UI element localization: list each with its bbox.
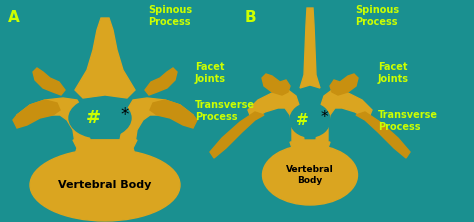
Polygon shape [210,112,264,158]
Polygon shape [248,90,372,143]
Text: Spinous
Process: Spinous Process [355,5,399,27]
Polygon shape [145,68,177,95]
Text: Transverse
Process: Transverse Process [195,100,255,122]
Polygon shape [73,140,137,155]
Ellipse shape [69,98,131,138]
Polygon shape [13,100,60,128]
Text: Transverse
Process: Transverse Process [378,110,438,132]
Text: *: * [121,106,129,124]
Polygon shape [262,74,290,95]
Text: Vertebral
Body: Vertebral Body [286,165,334,185]
Polygon shape [17,98,193,143]
Text: #: # [85,109,100,127]
Polygon shape [300,8,320,88]
Text: B: B [245,10,256,25]
Text: Vertebral Body: Vertebral Body [58,180,152,190]
Polygon shape [356,112,410,158]
Text: #: # [296,113,309,127]
Polygon shape [330,74,358,95]
Ellipse shape [263,145,357,205]
Polygon shape [33,68,65,95]
Ellipse shape [290,103,330,137]
Text: Spinous
Process: Spinous Process [148,5,192,27]
Polygon shape [75,18,135,98]
Text: Facet
Joints: Facet Joints [195,62,226,84]
Text: A: A [8,10,20,25]
Polygon shape [150,100,197,128]
Text: *: * [320,109,328,125]
Ellipse shape [30,149,180,221]
Polygon shape [290,142,330,155]
Text: Facet
Joints: Facet Joints [378,62,409,84]
